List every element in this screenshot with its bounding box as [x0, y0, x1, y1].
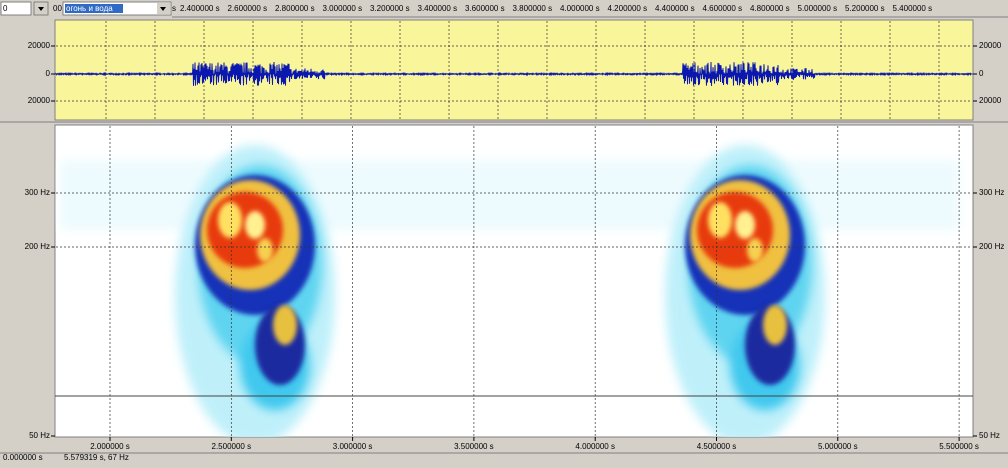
time-axis-label: 2.000000 s: [90, 442, 130, 451]
waveform-tick-label: 0: [979, 69, 984, 78]
ruler-label: 2.600000 s: [228, 4, 268, 13]
ruler-label: 3.200000 s: [370, 4, 410, 13]
ruler-label: 4.800000 s: [750, 4, 790, 13]
selection-text: огонь и вода: [66, 4, 113, 13]
status-cursor: 5.579319 s, 67 Hz: [64, 453, 129, 462]
time-axis-label: 3.000000 s: [333, 442, 373, 451]
waveform-tick-label: 20000: [28, 41, 51, 50]
ruler-label: 4.400000 s: [655, 4, 695, 13]
time-axis-label: 3.500000 s: [454, 442, 494, 451]
field-value: 00: [53, 4, 62, 13]
ruler-label: 2.400000 s: [180, 4, 220, 13]
spectrogram-tick-label: 50 Hz: [29, 431, 50, 440]
spectrogram-tick-label: 200 Hz: [979, 242, 1004, 251]
ruler-label: 3.800000 s: [513, 4, 553, 13]
spectrogram-tick-label: 300 Hz: [25, 188, 50, 197]
ruler-label: s: [172, 4, 176, 13]
spectrogram-tick-label: 300 Hz: [979, 188, 1004, 197]
ruler-label: 4.000000 s: [560, 4, 600, 13]
ruler-label: 5.400000 s: [893, 4, 933, 13]
spectrogram-tick-label: 50 Hz: [979, 431, 1000, 440]
waveform-tick-label: 20000: [979, 96, 1002, 105]
waveform-tick-label: 20000: [28, 96, 51, 105]
time-axis-label: 4.500000 s: [697, 442, 737, 451]
ruler-label: 4.200000 s: [608, 4, 648, 13]
ruler-label: 2.800000 s: [275, 4, 315, 13]
time-axis-label: 4.000000 s: [575, 442, 615, 451]
status-start: 0.000000 s: [3, 453, 43, 462]
ruler-label: 5.200000 s: [845, 4, 885, 13]
time-axis-label: 5.000000 s: [818, 442, 858, 451]
app-window: 0 00 огонь и вода 0.000000 s 5.579319 s,…: [0, 0, 1008, 463]
position-value: 0: [3, 4, 8, 13]
time-axis-label: 5.500000 s: [939, 442, 979, 451]
ruler-label: 3.000000 s: [323, 4, 363, 13]
time-axis-label: 2.500000 s: [212, 442, 252, 451]
ruler-label: 5.000000 s: [798, 4, 838, 13]
ruler-label: 3.600000 s: [465, 4, 505, 13]
spectrogram-tick-label: 200 Hz: [25, 242, 50, 251]
waveform-tick-label: 20000: [979, 41, 1002, 50]
ruler-label: 3.400000 s: [418, 4, 458, 13]
waveform-tick-label: 0: [46, 69, 51, 78]
page: 0 00 огонь и вода 0.000000 s 5.579319 s,…: [0, 0, 1008, 463]
ruler-label: 4.600000 s: [703, 4, 743, 13]
